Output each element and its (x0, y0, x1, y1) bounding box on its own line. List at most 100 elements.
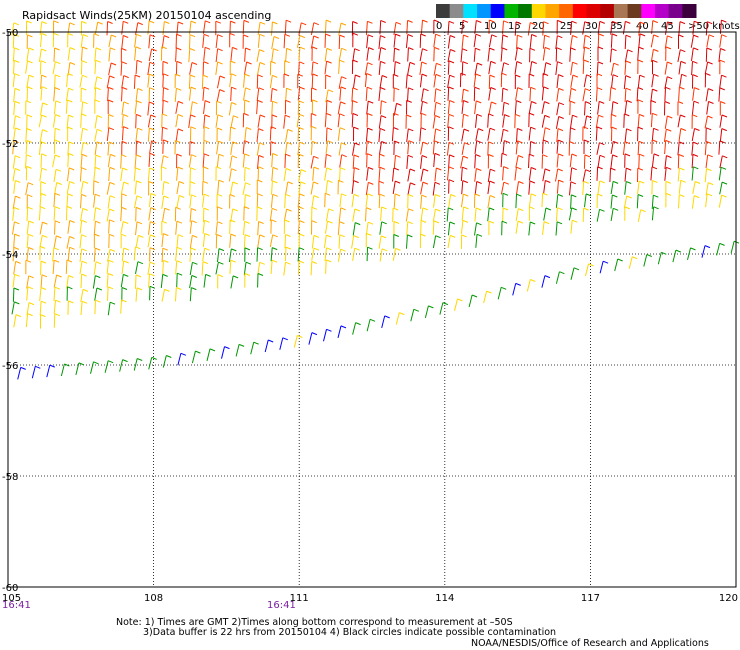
wind-barb-feather (339, 34, 345, 38)
wind-barb-feather (257, 99, 263, 103)
wind-barb (134, 34, 137, 48)
wind-barb (80, 301, 83, 316)
wind-barb-feather (217, 34, 223, 38)
wind-barb-feather (78, 362, 85, 366)
wind-barb-feather (583, 59, 589, 63)
wind-barb (229, 155, 233, 169)
wind-barb-feather (475, 207, 482, 211)
wind-barb (541, 115, 546, 128)
wind-barb (393, 34, 396, 48)
wind-barb (432, 209, 436, 222)
wind-barb (447, 166, 450, 181)
wind-barb (162, 355, 167, 368)
wind-barb (487, 48, 490, 62)
wind-barb-feather (285, 19, 292, 23)
wind-barb (215, 114, 219, 128)
wind-barb (107, 195, 111, 209)
wind-barb (516, 128, 518, 143)
wind-barb-feather (381, 75, 388, 78)
wind-barb-feather (163, 181, 170, 184)
wind-barb-feather (584, 34, 591, 38)
wind-barb (311, 195, 315, 209)
wind-barb (161, 233, 164, 248)
wind-barb-feather (422, 181, 429, 185)
wind-barb (636, 87, 639, 102)
wind-barb-feather (109, 75, 115, 79)
wind-barb (366, 47, 370, 61)
wind-barb-feather (341, 142, 347, 146)
wind-barb-feather (270, 60, 276, 64)
wind-barb-feather (246, 61, 252, 65)
wind-barb-feather (406, 99, 412, 103)
wind-barb-feather (175, 140, 181, 143)
wind-barb (53, 287, 56, 302)
wind-barb-feather (617, 258, 623, 262)
wind-barb-feather (259, 261, 265, 265)
wind-barb-feather (312, 46, 318, 50)
wind-barb (230, 208, 234, 222)
wind-barb (135, 22, 139, 35)
wind-barb-feather (121, 61, 127, 65)
wind-barb-feather (137, 358, 143, 361)
wind-barb (569, 181, 572, 196)
wind-barb-feather (175, 206, 181, 210)
wind-barb-feather (326, 234, 332, 238)
wind-barb-feather (572, 219, 578, 223)
wind-barb (161, 289, 165, 302)
wind-barb (529, 34, 533, 48)
wind-barb-feather (108, 141, 115, 145)
wind-barb-feather (722, 155, 728, 159)
wind-barb-feather (408, 140, 414, 144)
wind-barb (12, 196, 16, 209)
wind-barb-feather (394, 47, 400, 51)
wind-barb (80, 194, 82, 209)
wind-barb (542, 35, 546, 49)
wind-barb (176, 273, 178, 288)
wind-barb (628, 256, 633, 269)
wind-barb (651, 195, 654, 209)
wind-barb-feather (531, 101, 537, 104)
wind-barb-feather (243, 34, 249, 38)
wind-barb-feather (557, 35, 563, 39)
wind-barb-feather (190, 126, 196, 130)
wind-barb (461, 180, 464, 195)
wind-barb-feather (218, 140, 224, 144)
wind-barb (718, 48, 721, 62)
wind-barb-feather (67, 126, 73, 130)
wind-barb-feather (352, 87, 358, 91)
wind-barb-feather (529, 180, 536, 184)
wind-barb-feather (665, 139, 671, 143)
wind-barb (583, 115, 588, 129)
wind-barb-feather (68, 167, 75, 171)
wind-barb-feather (626, 181, 632, 184)
wind-barb (461, 34, 464, 49)
wind-barb (582, 59, 585, 74)
wind-barb (297, 100, 300, 115)
wind-barb-feather (665, 180, 672, 184)
wind-barb (67, 141, 70, 156)
wind-barb-feather (68, 153, 74, 156)
wind-barb (80, 113, 82, 128)
legend-swatch (682, 4, 697, 18)
wind-barb (433, 153, 436, 168)
wind-barb-feather (67, 32, 73, 36)
wind-barb (692, 181, 696, 194)
wind-barb (230, 47, 233, 61)
wind-barb (12, 155, 16, 169)
wind-barb-feather (570, 87, 577, 91)
wind-barb-feather (150, 221, 156, 225)
wind-barb-feather (28, 47, 34, 51)
wind-barb-feather (311, 206, 318, 210)
wind-barb-feather (341, 193, 347, 197)
wind-barb-feather (81, 167, 87, 171)
wind-barb (583, 74, 587, 88)
wind-barb-feather (95, 154, 101, 158)
wind-barb (678, 194, 680, 209)
wind-barb (392, 167, 395, 182)
wind-barb-feather (558, 74, 564, 78)
wind-barb-feather (41, 86, 48, 90)
wind-barb-feather (367, 34, 374, 38)
wind-barb-feather (151, 48, 157, 52)
wind-barb (454, 298, 458, 312)
wind-barb-feather (367, 246, 373, 250)
